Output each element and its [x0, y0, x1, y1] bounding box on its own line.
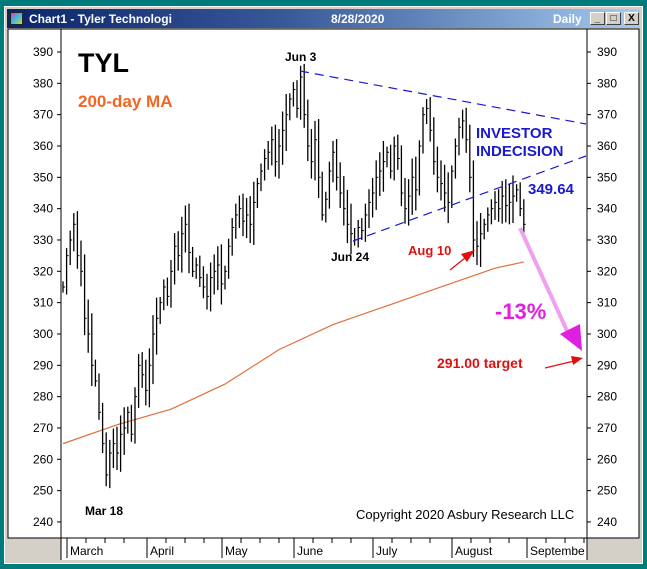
y-tick-label-left: 360: [33, 139, 53, 153]
month-label: April: [150, 544, 174, 558]
y-tick-label-left: 310: [33, 296, 53, 310]
y-tick-label-right: 340: [597, 202, 617, 216]
aug10-arrow-shaft: [449, 257, 466, 271]
indecision-label-1: INVESTOR: [476, 125, 553, 142]
minimize-button[interactable]: _: [590, 12, 605, 25]
y-tick-label-right: 250: [597, 484, 617, 498]
chart-date: 8/28/2020: [331, 12, 385, 26]
y-tick-label-left: 340: [33, 202, 53, 216]
maximize-button[interactable]: □: [606, 12, 621, 25]
mar18-label: Mar 18: [85, 504, 124, 518]
projection-pct-label: -13%: [495, 299, 547, 324]
moving-average-line: [62, 261, 524, 445]
y-tick-label-left: 270: [33, 421, 53, 435]
y-tick-label-left: 320: [33, 264, 53, 278]
y-tick-label-right: 330: [597, 233, 617, 247]
target-label: 291.00 target: [437, 355, 523, 371]
y-tick-label-left: 280: [33, 390, 53, 404]
y-tick-label-right: 360: [597, 139, 617, 153]
y-tick-label-left: 240: [33, 515, 53, 529]
y-tick-label-right: 290: [597, 358, 617, 372]
y-tick-label-right: 270: [597, 421, 617, 435]
projection-arrow-head: [560, 324, 582, 351]
y-tick-label-right: 370: [597, 108, 617, 122]
window-title: Chart1 - Tyler Technologi: [29, 12, 172, 26]
y-tick-label-right: 310: [597, 296, 617, 310]
y-tick-label-left: 370: [33, 108, 53, 122]
y-tick-label-right: 300: [597, 327, 617, 341]
title-bar[interactable]: Chart1 - Tyler Technologi 8/28/2020 Dail…: [7, 9, 640, 28]
close-button[interactable]: X: [624, 12, 639, 25]
y-tick-label-left: 300: [33, 327, 53, 341]
copyright-label: Copyright 2020 Asbury Research LLC: [356, 507, 575, 522]
y-tick-label-right: 240: [597, 515, 617, 529]
period-label: Daily: [553, 12, 582, 26]
upper-trendline: [299, 70, 587, 125]
month-label: July: [376, 544, 397, 558]
y-tick-label-left: 260: [33, 452, 53, 466]
y-tick-label-left: 390: [33, 45, 53, 59]
month-label: May: [225, 544, 248, 558]
ma-label: 200-day MA: [78, 92, 173, 111]
target-arrow-head: [571, 356, 583, 365]
indecision-label-2: INDECISION: [476, 143, 564, 160]
y-tick-label-left: 290: [33, 358, 53, 372]
projection-arrow-shaft: [518, 227, 570, 334]
month-label: June: [297, 544, 323, 558]
y-tick-label-left: 350: [33, 170, 53, 184]
aug10-arrow-head: [461, 250, 475, 262]
y-tick-label-right: 390: [597, 45, 617, 59]
jun3-label: Jun 3: [285, 50, 317, 64]
target-arrow-shaft: [544, 360, 575, 369]
y-tick-label-left: 250: [33, 484, 53, 498]
month-label: August: [455, 544, 493, 558]
y-tick-label-right: 350: [597, 170, 617, 184]
month-label: March: [70, 544, 103, 558]
aug10-label: Aug 10: [408, 243, 452, 258]
lower-trendline: [352, 155, 587, 242]
y-tick-label-right: 380: [597, 76, 617, 90]
y-tick-label-left: 380: [33, 76, 53, 90]
y-tick-label-right: 320: [597, 264, 617, 278]
y-tick-label-right: 260: [597, 452, 617, 466]
date-axis-background: [61, 538, 587, 560]
chart-app-icon: [10, 12, 23, 25]
breakdown-level-label: 349.64: [528, 181, 574, 198]
symbol-label: TYL: [78, 48, 129, 78]
y-tick-label-right: 280: [597, 390, 617, 404]
jun24-label: Jun 24: [331, 250, 370, 264]
month-label: Septembe: [530, 544, 585, 558]
y-tick-label-left: 330: [33, 233, 53, 247]
